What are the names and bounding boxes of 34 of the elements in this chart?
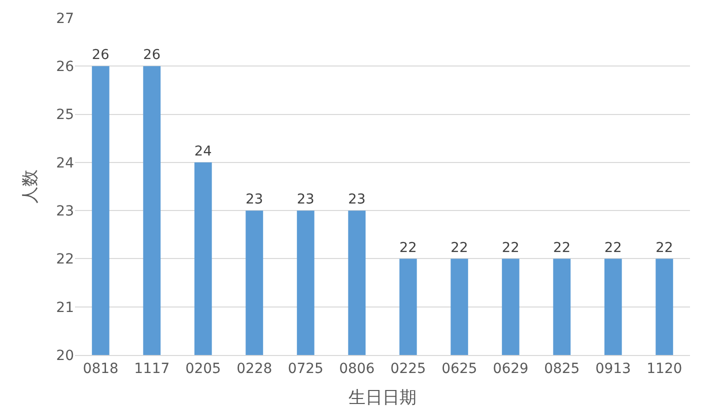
y-tick-label: 23 bbox=[56, 203, 74, 220]
y-tick-label: 21 bbox=[56, 300, 74, 316]
y-axis-title: 人数 bbox=[20, 170, 41, 204]
data-label: 22 bbox=[553, 240, 571, 256]
y-tick-label: 26 bbox=[56, 59, 74, 76]
y-tick-label: 27 bbox=[56, 10, 74, 27]
data-label: 22 bbox=[502, 240, 520, 256]
data-label: 22 bbox=[656, 240, 674, 256]
data-label: 23 bbox=[246, 192, 264, 208]
y-tick-label: 22 bbox=[56, 252, 74, 268]
data-label: 26 bbox=[143, 47, 160, 64]
data-label: 22 bbox=[399, 240, 417, 256]
x-tick-label: 0725 bbox=[288, 360, 324, 377]
x-tick-label: 0228 bbox=[236, 360, 272, 377]
data-label: 26 bbox=[92, 47, 110, 64]
data-label: 22 bbox=[450, 240, 468, 256]
data-label: 24 bbox=[194, 144, 212, 160]
x-tick-label: 0629 bbox=[492, 360, 528, 377]
y-tick-label: 25 bbox=[56, 107, 74, 124]
x-axis-title: 生日日期 bbox=[348, 388, 416, 408]
x-tick-label: 0806 bbox=[339, 360, 375, 377]
x-tick-label: 0625 bbox=[442, 360, 478, 377]
data-label: 22 bbox=[604, 240, 622, 256]
x-tick-label: 0818 bbox=[82, 360, 118, 377]
y-tick-label: 24 bbox=[56, 155, 74, 172]
data-label: 23 bbox=[348, 192, 366, 208]
x-tick-label: 0205 bbox=[185, 360, 221, 377]
x-tick-label: 0825 bbox=[544, 360, 580, 377]
x-tick-label: 0225 bbox=[390, 360, 426, 377]
x-tick-label: 1120 bbox=[646, 360, 682, 377]
y-tick-label: 20 bbox=[56, 348, 74, 364]
data-label: 23 bbox=[296, 192, 314, 208]
x-tick-label: 1117 bbox=[134, 360, 170, 377]
x-tick-label: 0913 bbox=[595, 360, 631, 377]
